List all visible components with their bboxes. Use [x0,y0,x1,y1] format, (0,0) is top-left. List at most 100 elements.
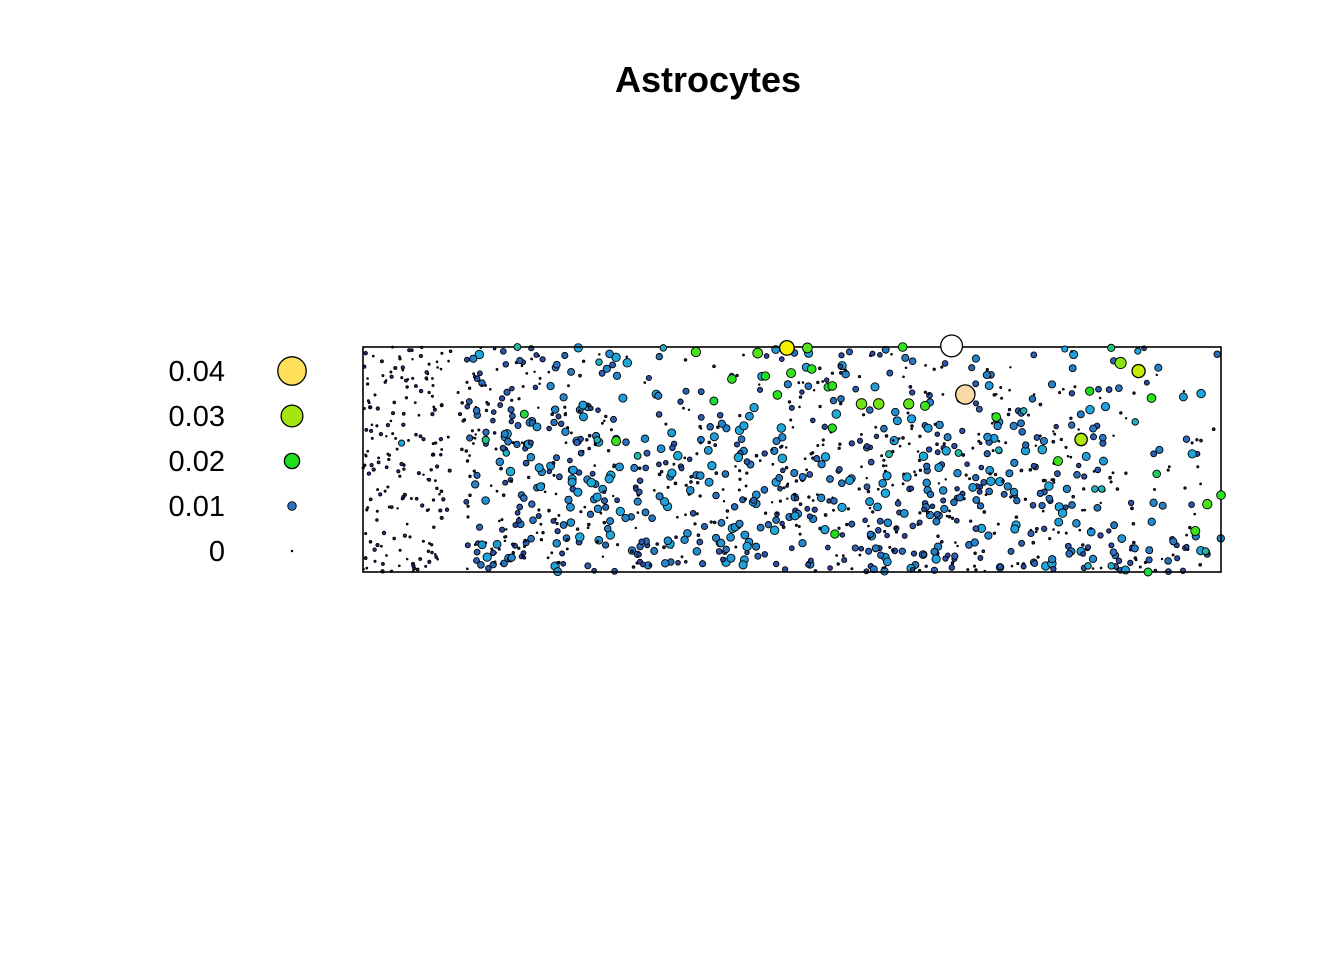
data-point [972,380,980,388]
data-point [734,465,737,468]
data-point [583,505,587,509]
data-point [990,421,994,425]
data-point [991,412,1002,422]
data-point [585,438,589,442]
data-point [1062,484,1072,494]
data-point [692,547,702,556]
data-point [546,425,552,432]
data-point [717,419,726,428]
data-point [552,473,556,477]
data-point [972,474,980,482]
data-point [1057,508,1068,518]
data-point [903,398,915,410]
data-point [1099,456,1108,466]
data-point [695,481,700,485]
data-point [509,385,515,392]
data-point [996,563,1004,571]
data-point [550,551,554,555]
data-point [538,376,542,380]
data-point [877,351,883,358]
data-point [857,374,862,379]
data-point [930,547,939,556]
data-point [648,563,653,567]
data-point [898,547,906,555]
data-point [966,568,970,572]
data-point [550,418,558,427]
data-point [892,416,902,426]
data-point [515,517,522,524]
data-point [436,366,439,369]
data-point [602,490,607,494]
data-point [643,381,647,384]
data-point [566,518,576,527]
data-point [752,347,764,359]
data-point [492,539,502,549]
data-point [1183,543,1190,550]
data-point [931,554,941,564]
data-point [981,549,986,554]
data-point [618,393,628,403]
data-point [474,433,477,436]
data-point [940,497,947,504]
data-point [1050,565,1057,573]
data-point [430,394,434,398]
data-point [439,515,444,520]
data-point [880,488,891,498]
data-point [868,536,871,540]
data-point [466,515,470,519]
data-point [1091,485,1099,493]
data-point [635,488,643,496]
data-point [1030,351,1038,359]
data-point [659,344,668,352]
data-point [558,420,565,427]
data-point [878,479,887,488]
data-point [1085,405,1095,415]
data-point [992,531,997,535]
data-point [690,346,702,358]
data-point [716,425,720,429]
data-point [1196,465,1200,469]
data-point [882,458,886,462]
data-point [593,504,603,513]
data-point [695,512,699,516]
data-point [567,384,570,388]
data-point [400,376,404,380]
data-point [513,440,521,449]
data-point [636,477,644,484]
data-point [1115,557,1123,565]
plot-area [361,343,1225,577]
data-point [779,445,783,449]
data-point [363,556,368,561]
data-point [655,492,664,501]
data-point [1064,445,1068,449]
data-point [860,465,863,469]
data-point [1069,455,1073,459]
data-point [1130,544,1139,553]
data-point [845,476,855,485]
data-point [770,501,774,504]
data-point [810,417,816,424]
data-point [611,436,622,447]
data-point [1147,517,1156,526]
data-point [473,557,480,564]
data-point [805,468,809,472]
data-point [1211,427,1216,432]
data-point [956,493,964,502]
data-point [556,561,560,565]
data-point [370,423,374,427]
data-point [464,542,471,549]
data-point [530,357,533,361]
data-point [977,555,984,561]
data-point [709,396,719,406]
data-point [839,402,843,406]
data-point [870,382,880,392]
legend-label: 0.01 [169,491,225,523]
data-point [575,527,580,531]
data-point [561,427,570,436]
data-point [871,544,880,553]
data-point [920,400,930,411]
data-point [908,485,915,492]
data-point [837,446,841,450]
data-point [1119,411,1123,415]
data-point [1052,528,1055,531]
